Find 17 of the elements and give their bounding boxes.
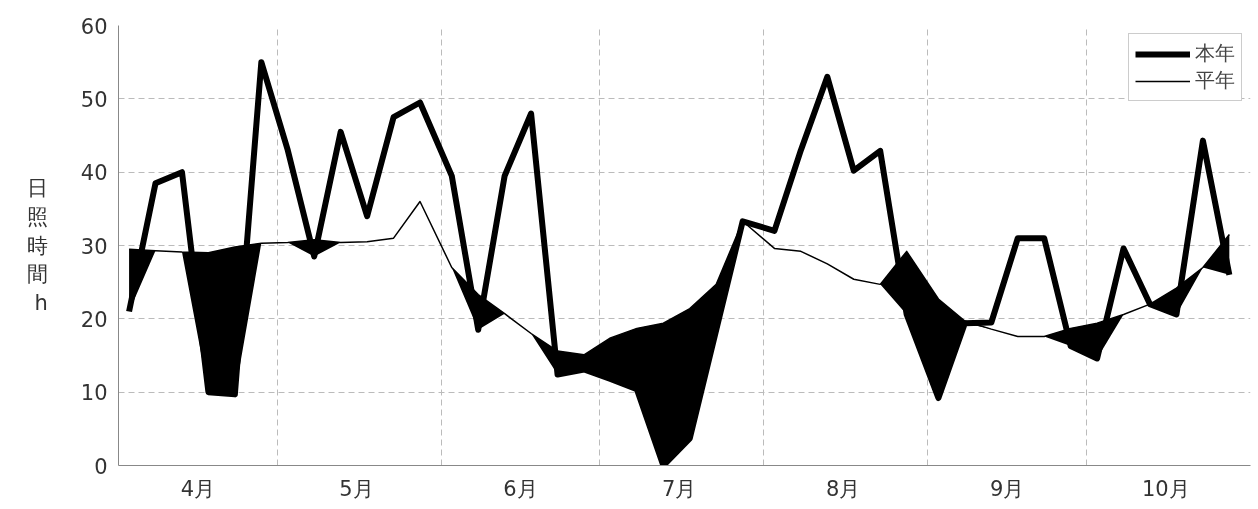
x-tick-label: 7月 xyxy=(662,476,697,501)
y-tick-label: 40 xyxy=(80,161,108,186)
x-tick-label: 9月 xyxy=(989,476,1025,501)
y-tick-label: 30 xyxy=(80,234,108,259)
x-tick-label: 10月 xyxy=(1142,476,1190,501)
y-axis-title: 日照時間 h xyxy=(26,175,48,316)
y-tick-label: 20 xyxy=(80,307,108,332)
y-tick-label: 10 xyxy=(80,381,108,406)
x-tick-label: 4月 xyxy=(180,476,216,501)
legend-label: 平年 xyxy=(1195,67,1235,94)
legend-label: 本年 xyxy=(1195,40,1235,67)
y-tick-label: 60 xyxy=(80,14,108,39)
x-tick-label: 6月 xyxy=(503,476,538,501)
x-tick-label: 5月 xyxy=(339,476,374,501)
x-tick-label: 8月 xyxy=(826,476,861,501)
y-tick-label: 50 xyxy=(80,87,108,112)
y-tick-label: 0 xyxy=(94,454,108,479)
